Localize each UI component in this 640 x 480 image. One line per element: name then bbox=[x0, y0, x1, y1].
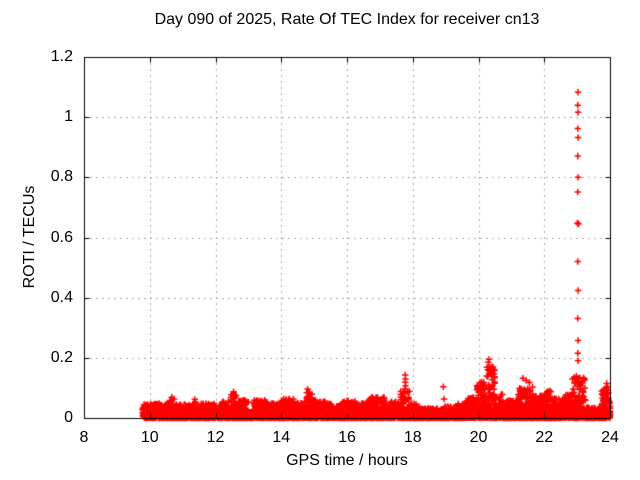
x-tick-label-14: 14 bbox=[272, 429, 291, 446]
y-tick-label-0.4: 0.4 bbox=[50, 288, 73, 306]
y-tick-label-0: 0 bbox=[64, 409, 73, 426]
x-tick-label-18: 18 bbox=[403, 429, 422, 446]
x-tick-label-24: 24 bbox=[601, 429, 619, 446]
x-tick-label-8: 8 bbox=[79, 429, 89, 446]
x-tick-label-10: 10 bbox=[140, 429, 159, 446]
x-axis-label: GPS time / hours bbox=[286, 452, 408, 469]
y-tick-label-0.6: 0.6 bbox=[50, 228, 73, 246]
plot-area bbox=[84, 57, 610, 418]
x-tick-label-20: 20 bbox=[469, 429, 488, 446]
x-tick-label-16: 16 bbox=[338, 429, 356, 446]
x-tick-label-12: 12 bbox=[206, 429, 225, 446]
y-tick-label-1.2: 1.2 bbox=[50, 48, 73, 65]
y-tick-label-0.2: 0.2 bbox=[50, 348, 73, 366]
y-tick-label-0.8: 0.8 bbox=[50, 168, 73, 186]
x-tick-label-22: 22 bbox=[535, 429, 554, 446]
y-tick-label-1: 1 bbox=[64, 108, 73, 126]
chart-title: Day 090 of 2025, Rate Of TEC Index for r… bbox=[154, 11, 540, 28]
